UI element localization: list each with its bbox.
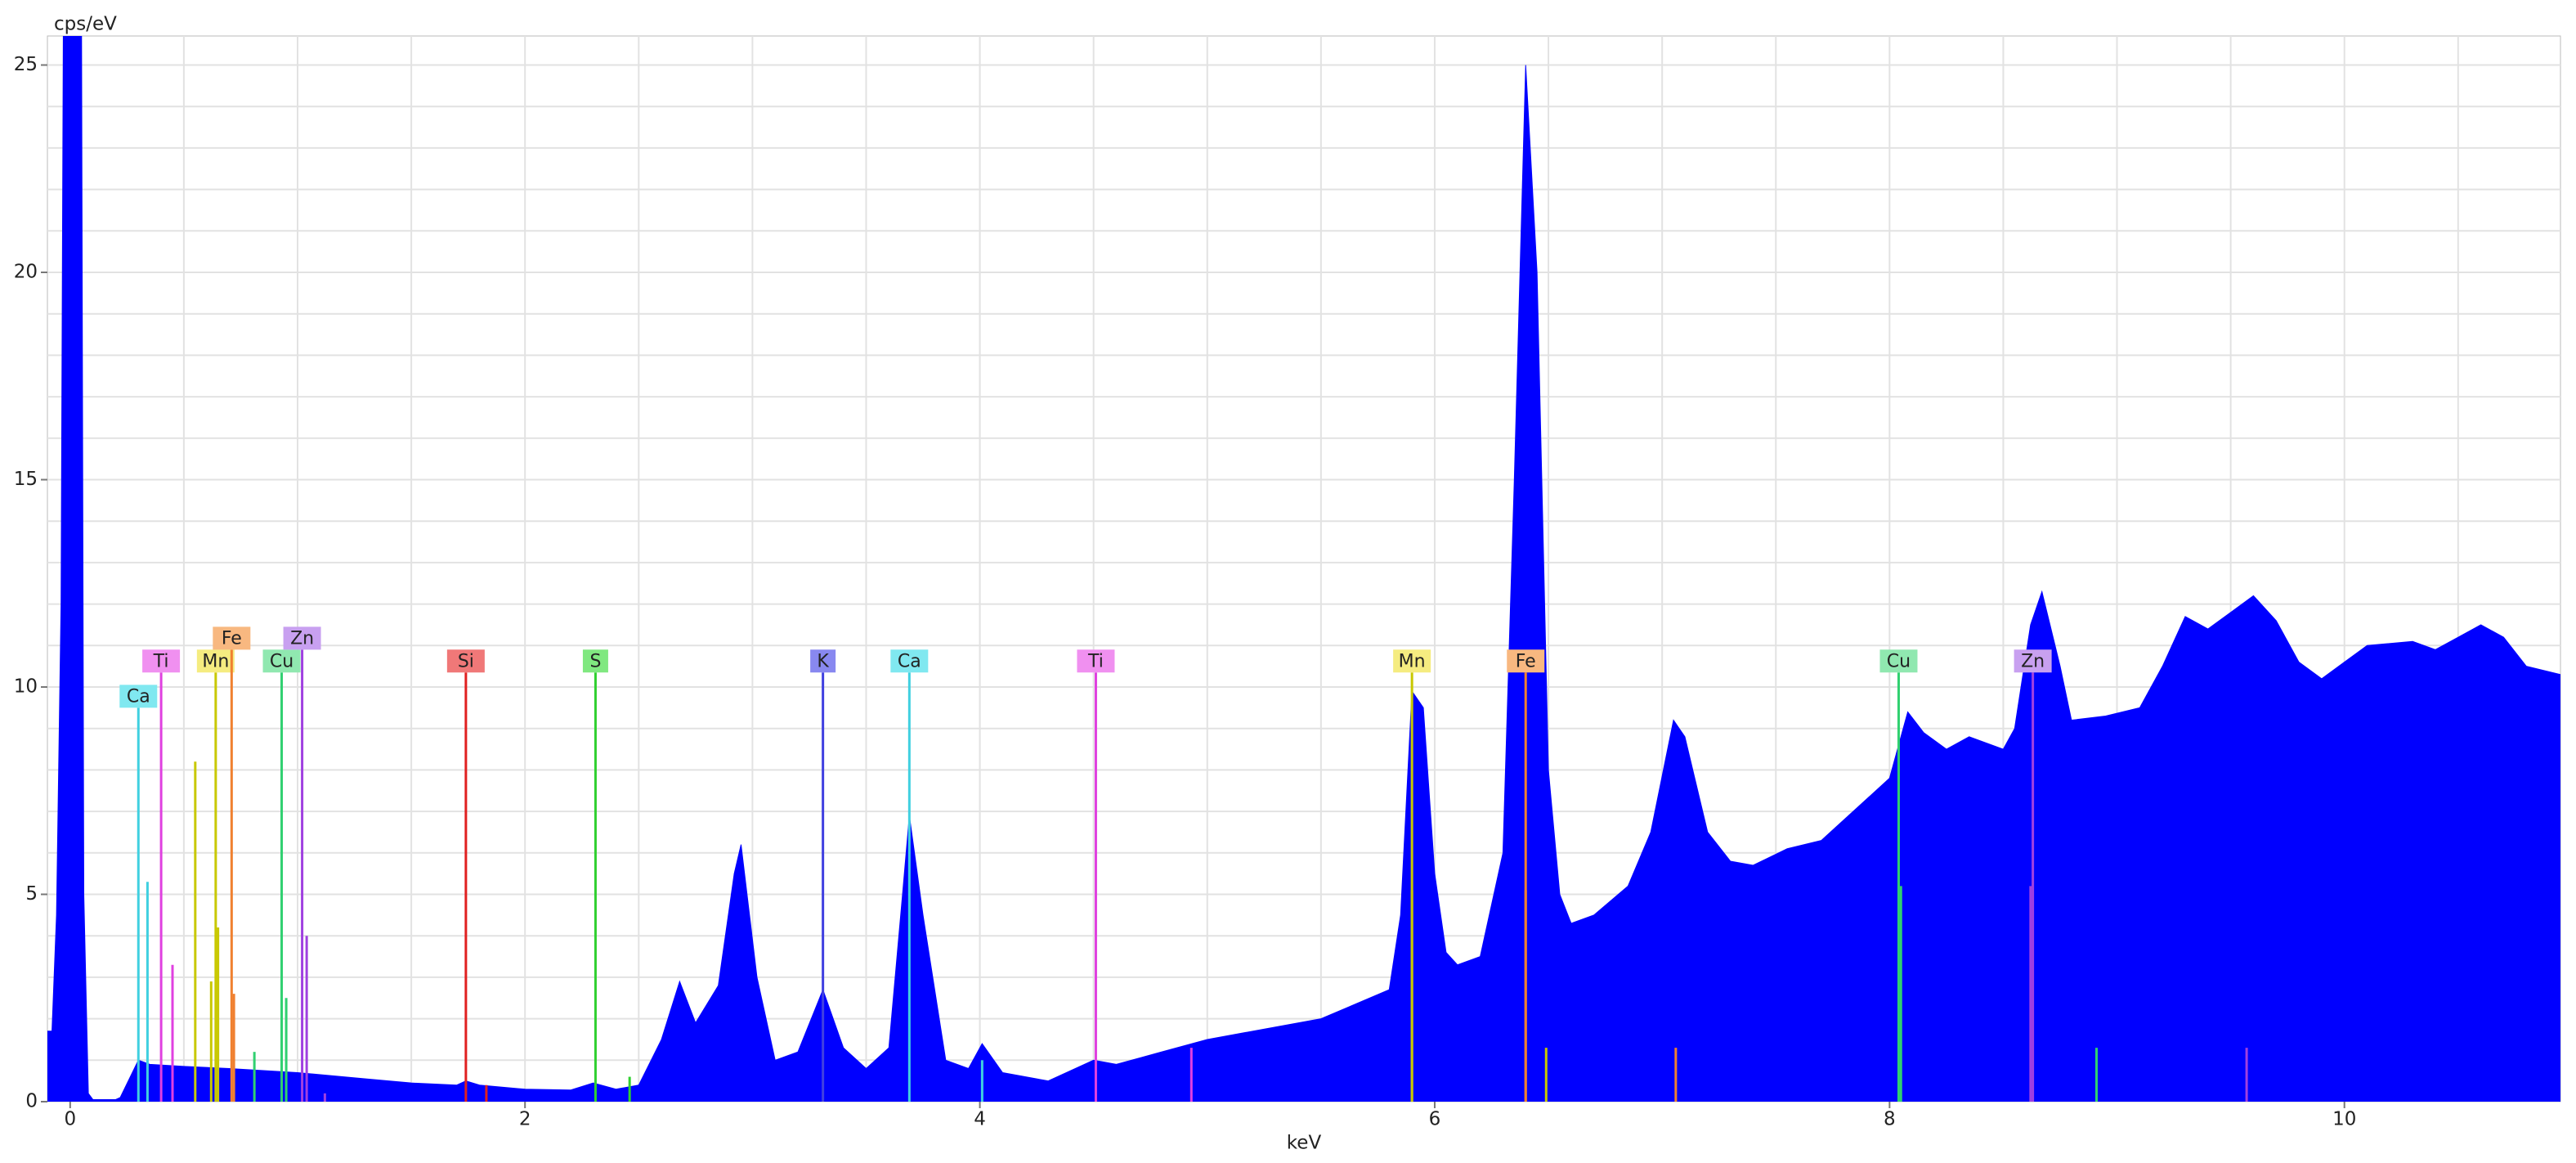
x-axis-label: keV [1287, 1133, 1322, 1154]
element-label-box [1393, 649, 1431, 673]
y-tick-label: 15 [14, 469, 38, 490]
element-label: S [589, 651, 601, 671]
x-tick-label: 2 [519, 1109, 531, 1130]
x-tick-label: 10 [2332, 1109, 2356, 1130]
element-label: Ca [127, 686, 150, 707]
element-label: Ti [1087, 651, 1104, 671]
y-tick-label: 0 [25, 1091, 38, 1112]
element-label: Mn [1399, 651, 1426, 671]
element-label: Ca [898, 651, 921, 671]
y-axis-label: cps/eV [54, 14, 117, 35]
element-label-box [2014, 649, 2052, 673]
element-label-box [213, 626, 251, 650]
element-label: Fe [1516, 651, 1536, 671]
element-label-box [1077, 649, 1115, 673]
y-tick-label: 20 [14, 261, 38, 282]
element-label-box [262, 649, 301, 673]
y-tick-label: 10 [14, 676, 38, 697]
element-label: Cu [270, 651, 293, 671]
element-label-box [446, 649, 485, 673]
element-label: K [817, 651, 829, 671]
x-tick-label: 0 [64, 1109, 76, 1130]
y-tick-label: 25 [14, 54, 38, 75]
element-label: Ti [153, 651, 169, 671]
element-label-box [119, 685, 158, 708]
element-label: Zn [2021, 651, 2045, 671]
element-label: Zn [290, 628, 314, 649]
x-tick-label: 8 [1884, 1109, 1896, 1130]
element-label-box [810, 649, 836, 673]
element-label-box [142, 649, 181, 673]
element-label-box [283, 626, 321, 650]
x-tick-label: 4 [974, 1109, 986, 1130]
element-label: Fe [222, 628, 242, 649]
element-label: Si [458, 651, 474, 671]
element-label-box [1879, 649, 1918, 673]
element-label-box [890, 649, 929, 673]
element-label-box [196, 649, 235, 673]
element-label-box [582, 649, 608, 673]
element-label: Cu [1887, 651, 1911, 671]
element-label: Mn [202, 651, 229, 671]
element-label-box [1507, 649, 1545, 673]
y-tick-label: 5 [25, 883, 38, 905]
x-tick-label: 6 [1429, 1109, 1441, 1130]
